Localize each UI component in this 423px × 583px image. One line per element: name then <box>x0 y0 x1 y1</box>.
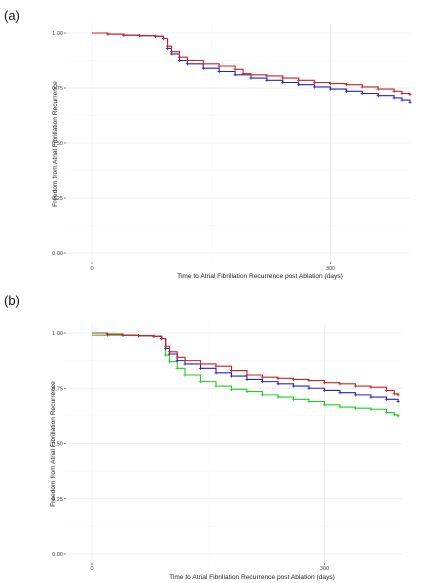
panel-a-x-axis-title: Time to Atrial Fibrillation Recurrence p… <box>177 273 343 280</box>
panel-b-plot: 0.00 0.25 0.50 0.75 1.00 0 300 <box>52 323 402 572</box>
panel-a-y-tick-label-4: 1.00 <box>52 31 63 37</box>
panel-a-y-tick-label-3: 0.75 <box>52 86 63 92</box>
panel-b-grid <box>66 323 402 563</box>
panel-b: (b) 0.00 0.25 0.50 0.75 1.00 0 300 Time to Atr… <box>4 293 402 581</box>
panel-a-y-tick-label-1: 0.25 <box>52 196 63 202</box>
panel-b-x-tick-label-1: 300 <box>320 566 329 572</box>
panel-b-series-cv-only <box>92 332 400 397</box>
panel-b-y-tick-label-3: 0.75 <box>52 386 63 392</box>
panel-b-x-axis-title: Time to Atrial Fibrillation Recurrence p… <box>169 574 335 581</box>
panel-a-y-axis-title: Freedom from Atrial Fibrillation Recurre… <box>52 81 59 207</box>
panel-b-x-tick-label-0: 0 <box>90 566 93 572</box>
panel-a-x-tick-label-1: 300 <box>326 266 335 272</box>
panel-b-y-axis-title: Freedom from Atrial Fibrillation Recurre… <box>50 381 57 507</box>
panel-a-label: (a) <box>4 8 20 23</box>
panel-a-y-tick-label-0: 0.00 <box>52 251 63 257</box>
panel-a-plot: 0.00 0.25 0.50 0.75 1.00 0 300 <box>52 23 412 272</box>
panel-b-y-tick-label-1: 0.25 <box>52 497 63 503</box>
panel-a-grid <box>66 23 410 262</box>
panel-b-y-tick-label-4: 1.00 <box>52 331 63 337</box>
panel-a-series-no-ckm <box>92 32 412 97</box>
panel-a: (a) 0.00 0.25 0.50 0.75 1.00 0 300 Time to Atr… <box>4 8 412 280</box>
panel-a-y-tick-label-2: 0.50 <box>52 141 63 147</box>
panel-a-x-tick-label-0: 0 <box>90 266 93 272</box>
panel-b-y-tick-label-2: 0.50 <box>52 442 63 448</box>
panel-b-y-tick-label-0: 0.00 <box>52 552 63 558</box>
panel-b-label: (b) <box>4 293 20 308</box>
